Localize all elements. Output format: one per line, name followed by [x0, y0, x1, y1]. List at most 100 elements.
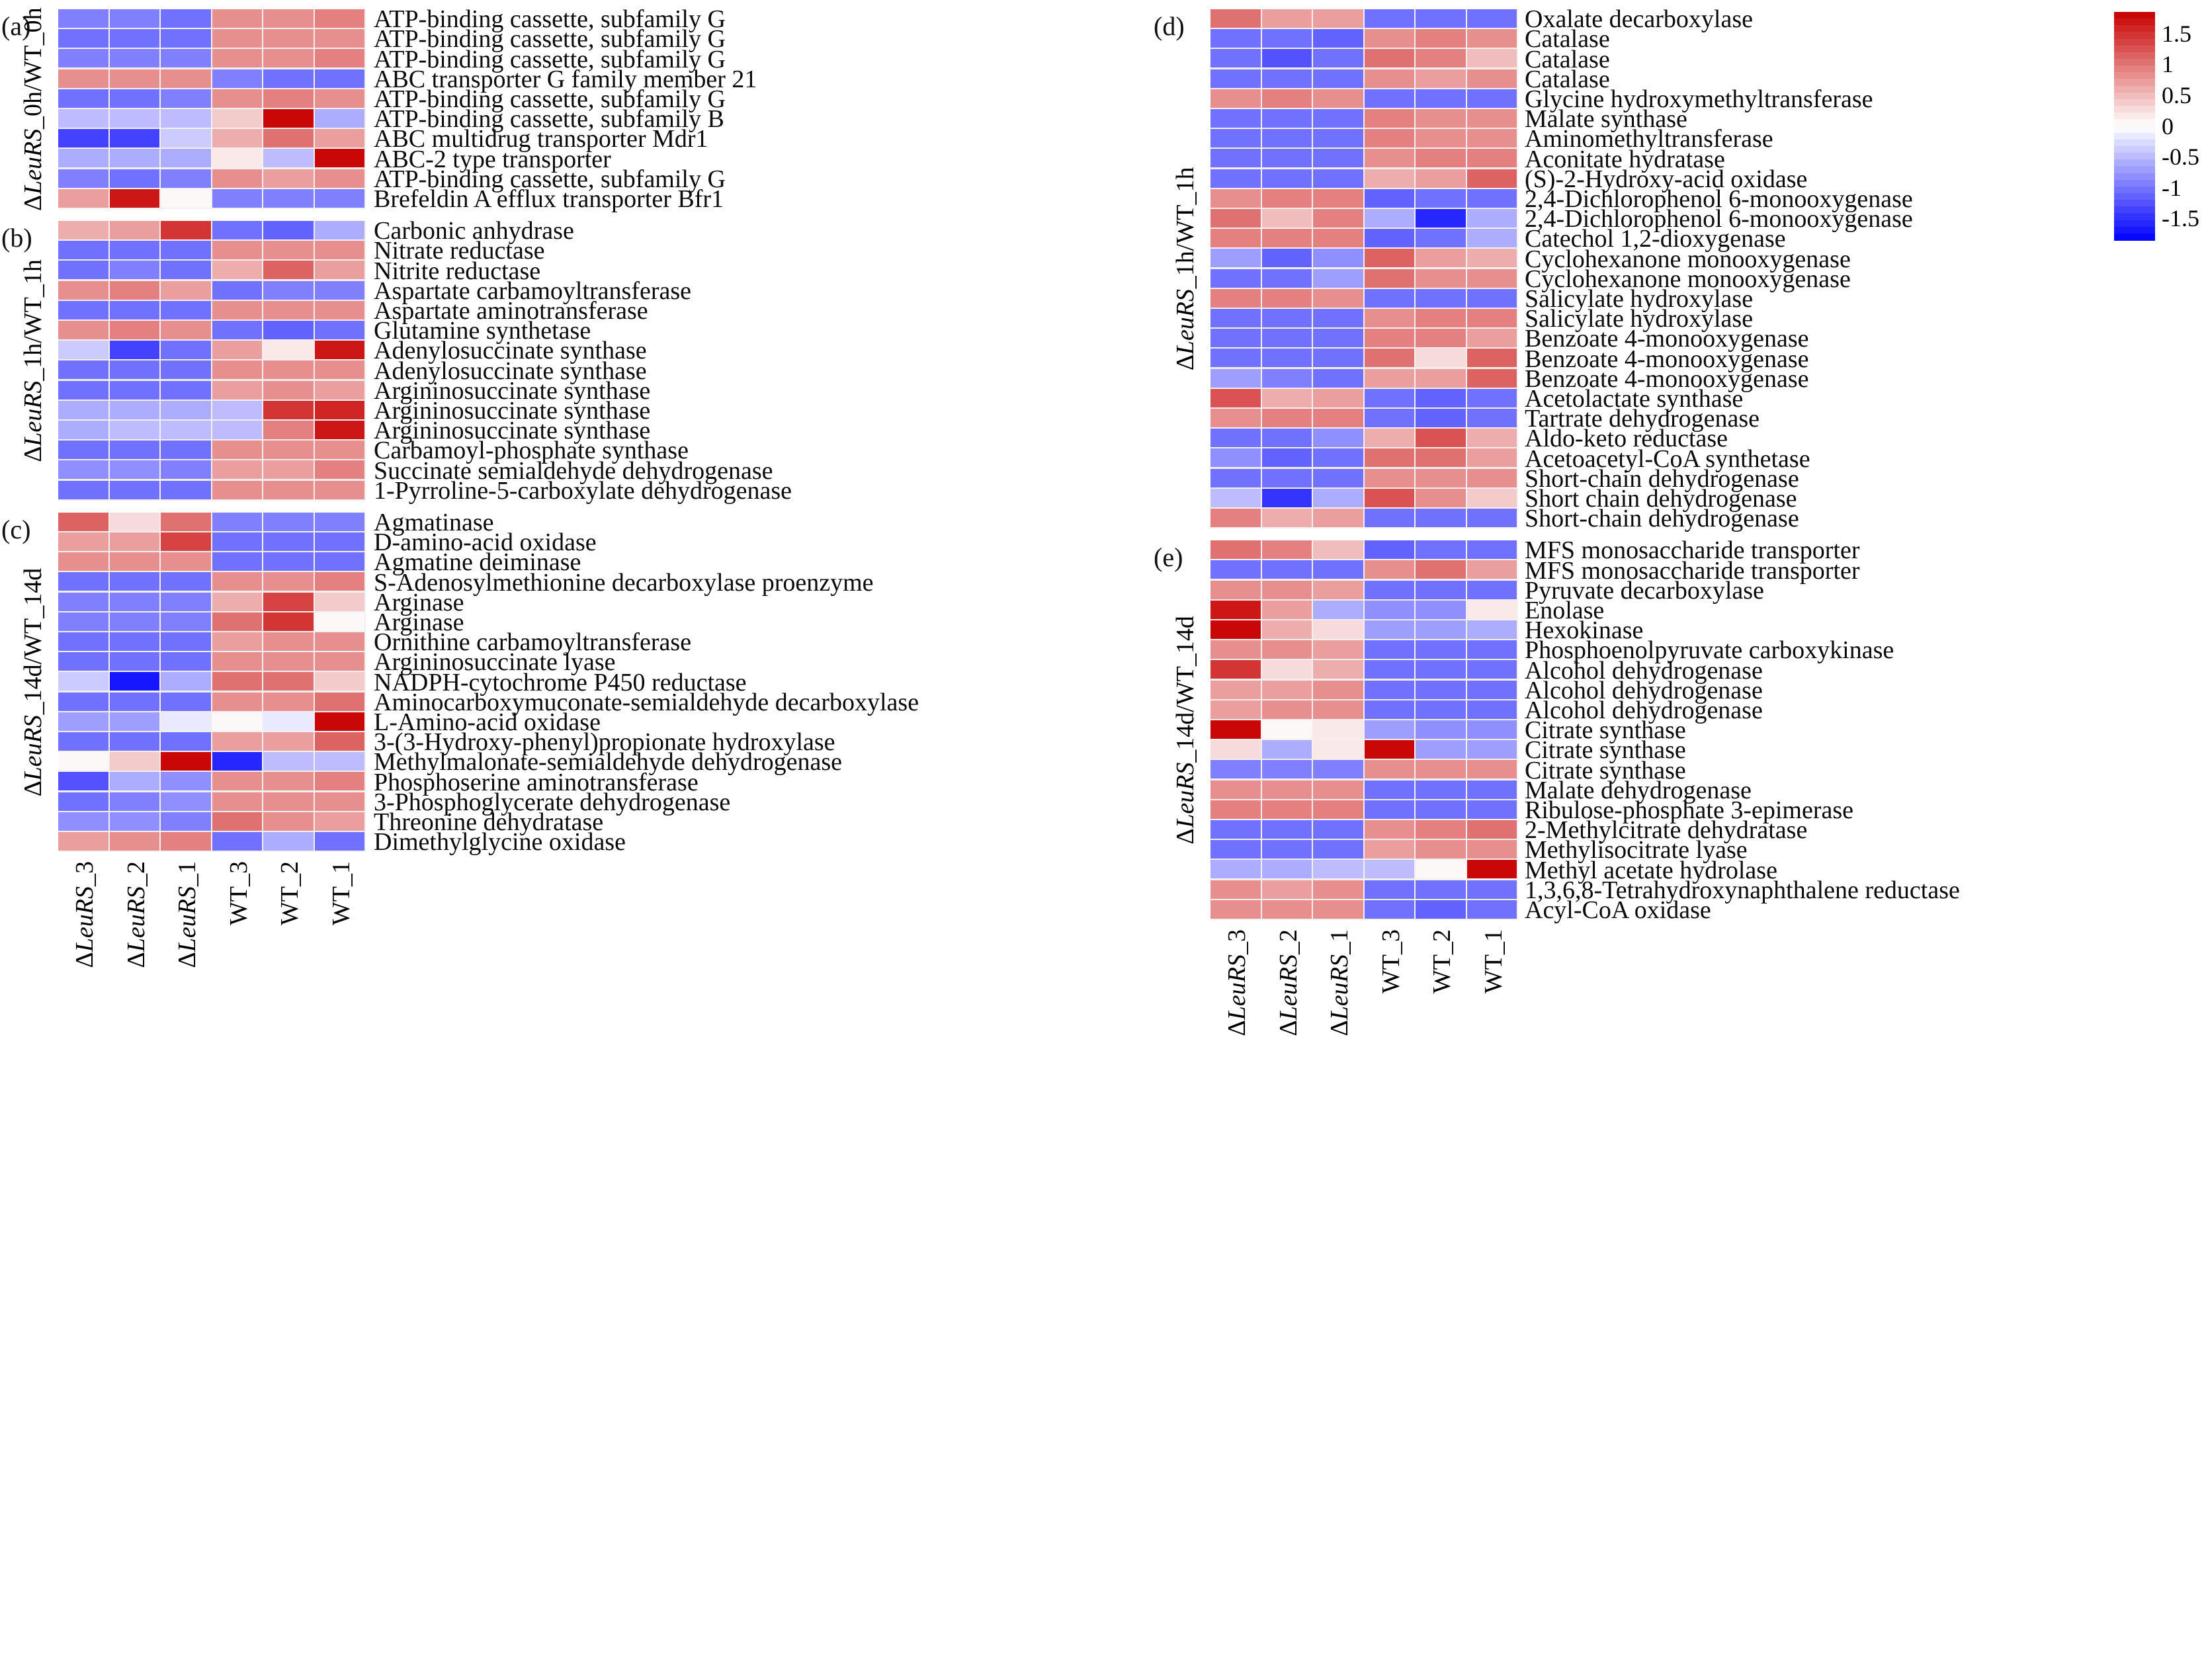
row-label: ATP-binding cassette, subfamily G	[374, 85, 726, 113]
heatmap-cell	[58, 380, 108, 399]
heatmap-cell	[109, 572, 160, 591]
heatmap-cell	[1466, 9, 1517, 28]
heatmap-cell	[212, 221, 263, 239]
heatmap-cell	[212, 380, 263, 399]
heatmap-cell	[58, 321, 108, 339]
heatmap-cell	[263, 831, 314, 851]
heatmap-cell	[1416, 169, 1466, 188]
heatmap-cell	[1261, 448, 1312, 468]
heatmap-cell	[161, 692, 211, 711]
colorbar-band	[2114, 45, 2155, 53]
heatmap-cell	[314, 532, 365, 551]
heatmap-cell	[58, 712, 108, 731]
heatmap-cell	[212, 49, 263, 68]
colorbar-band	[2114, 25, 2155, 33]
heatmap-cell	[1466, 169, 1517, 188]
heatmap-cell	[1416, 49, 1466, 68]
heatmap-cell	[58, 221, 108, 239]
heatmap-cell	[1261, 249, 1312, 268]
heatmap-cell	[1364, 288, 1415, 308]
row-label: Agmatine deiminase	[374, 548, 581, 577]
heatmap-cell	[1261, 680, 1312, 699]
heatmap-cell	[212, 752, 263, 771]
heatmap-cell	[1261, 109, 1312, 128]
heatmap-cell	[1364, 429, 1415, 448]
row-label: Acyl-CoA oxidase	[1525, 896, 1711, 924]
row-label: Adenylosuccinate synthase	[374, 337, 647, 365]
heatmap-cell	[1416, 660, 1466, 679]
heatmap-cell	[1313, 840, 1363, 859]
heatmap-cell	[1416, 189, 1466, 208]
heatmap-cell	[1210, 69, 1261, 88]
heatmap-cell	[58, 732, 108, 751]
heatmap-cell	[1364, 488, 1415, 507]
heatmap-cell	[109, 300, 160, 319]
heatmap-cell	[1261, 560, 1312, 579]
heatmap-cell	[1466, 288, 1517, 308]
heatmap-cell	[109, 652, 160, 671]
heatmap-cell	[1210, 349, 1261, 368]
heatmap-cell	[109, 712, 160, 731]
heatmap-cell	[1364, 640, 1415, 659]
heatmap-cell	[161, 89, 211, 108]
row-label: Methyl acetate hydrolase	[1525, 856, 1777, 884]
heatmap-cell	[314, 169, 365, 188]
heatmap-cell	[58, 692, 108, 711]
row-label: Alcohol dehydrogenase	[1525, 676, 1763, 704]
row-label: Arginase	[374, 588, 464, 616]
heatmap-cell	[314, 480, 365, 499]
row-label: Short-chain dehydrogenase	[1525, 464, 1799, 493]
row-label: Cyclohexanone monooxygenase	[1525, 245, 1851, 273]
heatmap-cell	[109, 692, 160, 711]
column-label: ΔLeuRS_3	[1223, 929, 1251, 1036]
heatmap-cell	[263, 532, 314, 551]
heatmap-cell	[1364, 189, 1415, 208]
colorbar-band	[2114, 112, 2155, 120]
heatmap-cell	[1313, 880, 1363, 899]
heatmap-cell	[1364, 388, 1415, 407]
heatmap-cell	[1364, 149, 1415, 168]
heatmap-cell	[161, 480, 211, 499]
heatmap-cell	[263, 300, 314, 319]
heatmap-cell	[1416, 540, 1466, 560]
heatmap-cell	[1364, 448, 1415, 468]
heatmap-cell	[263, 592, 314, 611]
heatmap-cell	[1466, 509, 1517, 527]
heatmap-cell	[1416, 209, 1466, 228]
heatmap-cell	[1466, 488, 1517, 507]
heatmap-cell	[1364, 169, 1415, 188]
colorbar-tick-label: 0.5	[2162, 81, 2191, 108]
heatmap-cell	[1364, 900, 1415, 919]
row-label: MFS monosaccharide transporter	[1525, 556, 1860, 585]
heatmap-cell	[314, 460, 365, 480]
heatmap-cell	[1466, 580, 1517, 599]
heatmap-cell	[1261, 780, 1312, 799]
colorbar-tick-label: 1	[2162, 51, 2174, 78]
heatmap-cell	[1261, 149, 1312, 168]
row-label: Argininosuccinate synthase	[374, 376, 651, 405]
heatmap-cell	[1416, 600, 1466, 619]
heatmap-cell	[1313, 580, 1363, 599]
heatmap-cell	[1210, 309, 1261, 327]
heatmap-cell	[1261, 288, 1312, 308]
heatmap-cell	[58, 280, 108, 300]
heatmap-cell	[1416, 700, 1466, 719]
heatmap-cell	[212, 280, 263, 300]
heatmap-cell	[314, 752, 365, 771]
row-label: Methylmalonate-semialdehyde dehydrogenas…	[374, 748, 843, 777]
heatmap-cell	[1313, 700, 1363, 719]
heatmap-cell	[263, 149, 314, 168]
heatmap-cell	[1210, 800, 1261, 819]
heatmap-cell	[212, 109, 263, 128]
heatmap-cell	[1210, 880, 1261, 899]
heatmap-cell	[1261, 760, 1312, 779]
heatmap-cell	[212, 189, 263, 208]
heatmap-cell	[263, 792, 314, 811]
heatmap-cell	[263, 221, 314, 239]
heatmap-cell	[314, 29, 365, 48]
heatmap-cell	[1364, 109, 1415, 128]
row-label: Aminocarboxymuconate-semialdehyde decarb…	[374, 688, 919, 716]
column-label: WT_1	[327, 861, 355, 926]
heatmap-cell	[161, 261, 211, 280]
heatmap-cell	[1261, 660, 1312, 679]
